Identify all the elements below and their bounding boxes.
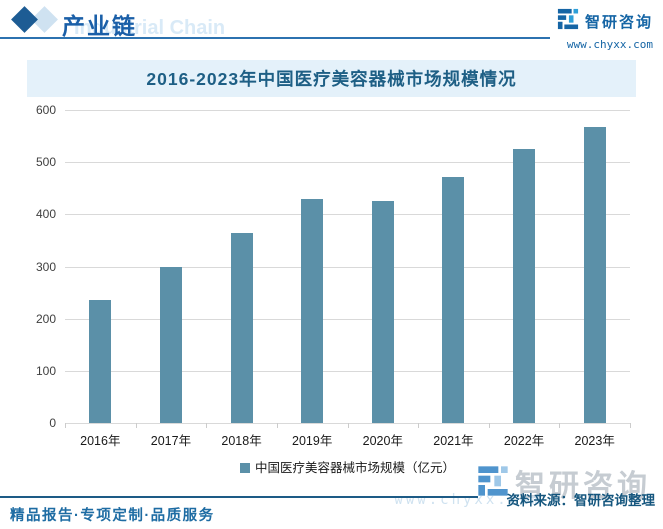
x-tick-label: 2017年 xyxy=(150,434,192,448)
x-axis-tickmark xyxy=(559,423,561,428)
x-axis-tickmark xyxy=(135,423,137,428)
x-axis-tickmark xyxy=(347,423,349,428)
watermark-brand-name: 智研咨询 xyxy=(515,470,651,503)
gridline xyxy=(65,370,630,372)
plot-area xyxy=(65,110,631,428)
y-tick-label: 0 xyxy=(49,416,56,430)
y-tick-label: 300 xyxy=(35,259,56,274)
x-axis-tickmark xyxy=(65,423,66,428)
x-axis-tickmark xyxy=(206,423,208,428)
x-axis-labels: 2016年 2017年 2018年 2019年 2020年 2021年 2022年 2023年 xyxy=(65,430,630,448)
x-tick-label: 2023年 xyxy=(574,434,615,448)
source-note: 资料来源：智研咨询整理 xyxy=(506,493,656,508)
gridline xyxy=(65,162,630,164)
bar-2020年 xyxy=(371,201,394,423)
diamond-icon xyxy=(11,6,38,33)
header-divider xyxy=(0,37,550,39)
brand-logo-icon xyxy=(557,8,579,35)
bar-2018年 xyxy=(230,232,253,423)
y-axis-labels: 0 100 200 300 400 500 600 xyxy=(14,103,56,430)
source-divider xyxy=(0,496,478,498)
gridline xyxy=(65,110,630,111)
chart-legend: 中国医疗美容器械市场规模（亿元） xyxy=(65,457,630,477)
chart-title-banner: 2016-2023年中国医疗美容器械市场规模情况 xyxy=(27,60,636,97)
y-tick-label: 500 xyxy=(35,155,56,170)
gridline xyxy=(65,214,630,216)
brand-block: 智研咨询 www.chyxx.com xyxy=(557,8,653,51)
y-tick-label: 100 xyxy=(35,363,56,378)
footer-slogan: 精品报告·专项定制·品质服务 xyxy=(10,508,215,524)
legend-swatch xyxy=(239,463,250,473)
section-title: 产业链 xyxy=(62,13,137,39)
y-tick-label: 200 xyxy=(35,311,56,326)
bar-2016年 xyxy=(89,300,112,423)
chart-title: 2016-2023年中国医疗美容器械市场规模情况 xyxy=(146,69,517,89)
y-tick-label: 400 xyxy=(35,207,56,222)
x-tick-label: 2018年 xyxy=(221,434,262,448)
bar-2019年 xyxy=(301,198,324,423)
watermark-logo-icon xyxy=(477,465,509,502)
header-subtitle-en: Industrial Chain xyxy=(74,17,226,39)
x-axis-tickmark xyxy=(418,423,420,428)
x-tick-label: 2021年 xyxy=(433,434,474,448)
x-tick-label: 2019年 xyxy=(292,434,333,448)
x-axis-tickmark xyxy=(630,423,631,428)
brand-name: 智研咨询 xyxy=(584,14,653,31)
legend-label: 中国医疗美容器械市场规模（亿元） xyxy=(254,461,455,475)
brand-url: www.chyxx.com xyxy=(566,38,653,51)
bar-2021年 xyxy=(442,176,465,423)
x-tick-label: 2016年 xyxy=(80,434,121,448)
x-axis-tickmark xyxy=(488,423,490,428)
bar-2017年 xyxy=(159,266,182,423)
x-tick-label: 2020年 xyxy=(362,434,403,448)
watermark: 智研咨询 xyxy=(477,461,651,505)
y-tick-label: 600 xyxy=(35,103,56,117)
gridline xyxy=(65,266,630,268)
x-axis-tickmark xyxy=(276,423,278,428)
bar-2023年 xyxy=(583,126,606,423)
bar-2022年 xyxy=(513,149,536,423)
x-tick-label: 2022年 xyxy=(503,434,545,448)
gridline xyxy=(65,318,630,320)
